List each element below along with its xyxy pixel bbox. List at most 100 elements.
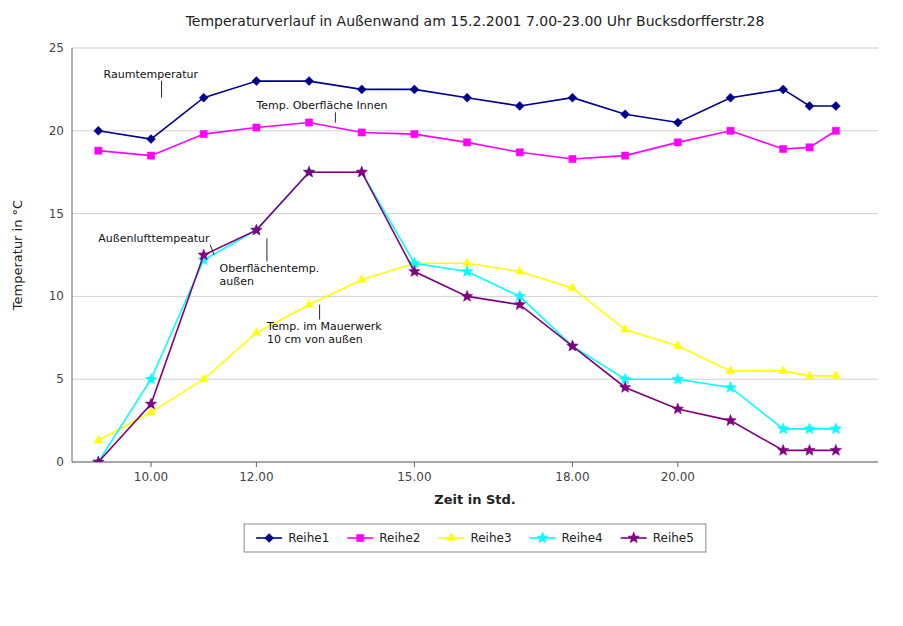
series-marker [673,341,682,349]
grid-line [72,130,878,131]
series-marker [147,152,154,159]
series-marker [251,224,262,235]
series-marker [410,85,419,94]
grid-line [72,48,878,49]
series-line [98,123,836,159]
legend-marker [357,534,364,541]
legend-marker [537,532,548,543]
series-marker [622,152,629,159]
grid-line [72,462,878,463]
x-tick [414,462,415,467]
y-axis-label: Temperatur in °C [10,200,25,311]
x-tick [256,462,257,467]
annotation-leader [266,238,267,261]
series-marker [806,144,813,151]
series-marker [515,101,524,110]
series-marker [567,340,578,351]
series-marker [94,126,103,135]
legend-label: Reihe5 [653,531,694,545]
series-marker [94,435,103,443]
annotation-line: Temp. im Mauerwerk [266,320,382,333]
series-marker [831,101,840,110]
legend: Reihe1Reihe2Reihe3Reihe4Reihe5 [244,524,706,552]
y-tick-label: 15 [49,207,64,221]
series-marker [515,267,524,275]
legend-label: Reihe4 [562,531,603,545]
series-marker [357,275,366,283]
y-tick-label: 10 [49,289,64,303]
y-tick-label: 0 [56,455,64,469]
series [93,166,842,462]
x-tick [677,462,678,467]
x-tick [151,462,152,467]
series-marker [777,444,788,455]
series-marker [672,403,683,414]
annotation-line: Raumtemperatur [104,68,199,81]
series-marker [305,300,314,308]
series-marker [619,381,630,392]
series-marker [725,415,736,426]
series-marker [305,119,312,126]
series-marker [777,423,788,434]
series-marker [779,85,788,94]
y-tick-label: 25 [49,41,64,55]
series [94,258,840,443]
series-marker [252,328,261,336]
series-marker [252,77,261,86]
x-tick-label: 12.00 [239,470,273,484]
series-marker [780,145,787,152]
annotation-line: Außenlufttempeatur [98,232,210,245]
annotation: Außenlufttempeatur [98,232,210,245]
series-line [98,263,836,440]
series-line [98,81,836,139]
series-marker [463,93,472,102]
series-marker [830,444,841,455]
series-marker [463,139,470,146]
grid [72,48,878,462]
legend-box [244,524,706,552]
series-marker [832,371,841,379]
y-tick-label: 20 [49,124,64,138]
series-marker [145,398,156,409]
series-line [98,172,836,462]
legend-marker [265,534,274,543]
series-marker [726,93,735,102]
legend-marker [628,532,639,543]
series-marker [357,85,366,94]
series-marker [726,366,735,374]
series-marker [358,129,365,136]
series-marker [673,118,682,127]
annotations: Raumtemperatur Temp. Oberfläche Innen Auße… [98,68,387,346]
series-marker [805,371,814,379]
annotation-line: außen [220,275,254,288]
series-marker [804,423,815,434]
series-marker [199,374,208,382]
series-marker [568,93,577,102]
series-marker [253,124,260,131]
series [93,166,842,462]
annotation-leader [161,81,162,98]
series-marker [305,77,314,86]
x-tick-label: 15.00 [397,470,431,484]
legend-label: Reihe1 [288,531,329,545]
series-marker [621,110,630,119]
series-marker [621,325,630,333]
series [94,77,841,144]
series-marker [409,266,420,277]
series-marker [830,423,841,434]
title: Temperaturverlauf in Außenwand am 15.2.2… [185,13,765,29]
y-axis-line [72,48,73,462]
annotation-leader [210,245,214,255]
series-marker [461,266,472,277]
annotation: Oberflächentemp.außen [220,262,320,288]
plot-area [93,77,842,462]
series-marker [569,155,576,162]
x-tick [572,462,573,467]
series-marker [779,366,788,374]
series-marker [200,131,207,138]
annotation-leader [319,305,320,320]
series-marker [832,127,839,134]
annotation-line: 10 cm von außen [267,333,363,346]
series-marker [727,127,734,134]
annotation-line: Temp. Oberfläche Innen [255,99,387,112]
